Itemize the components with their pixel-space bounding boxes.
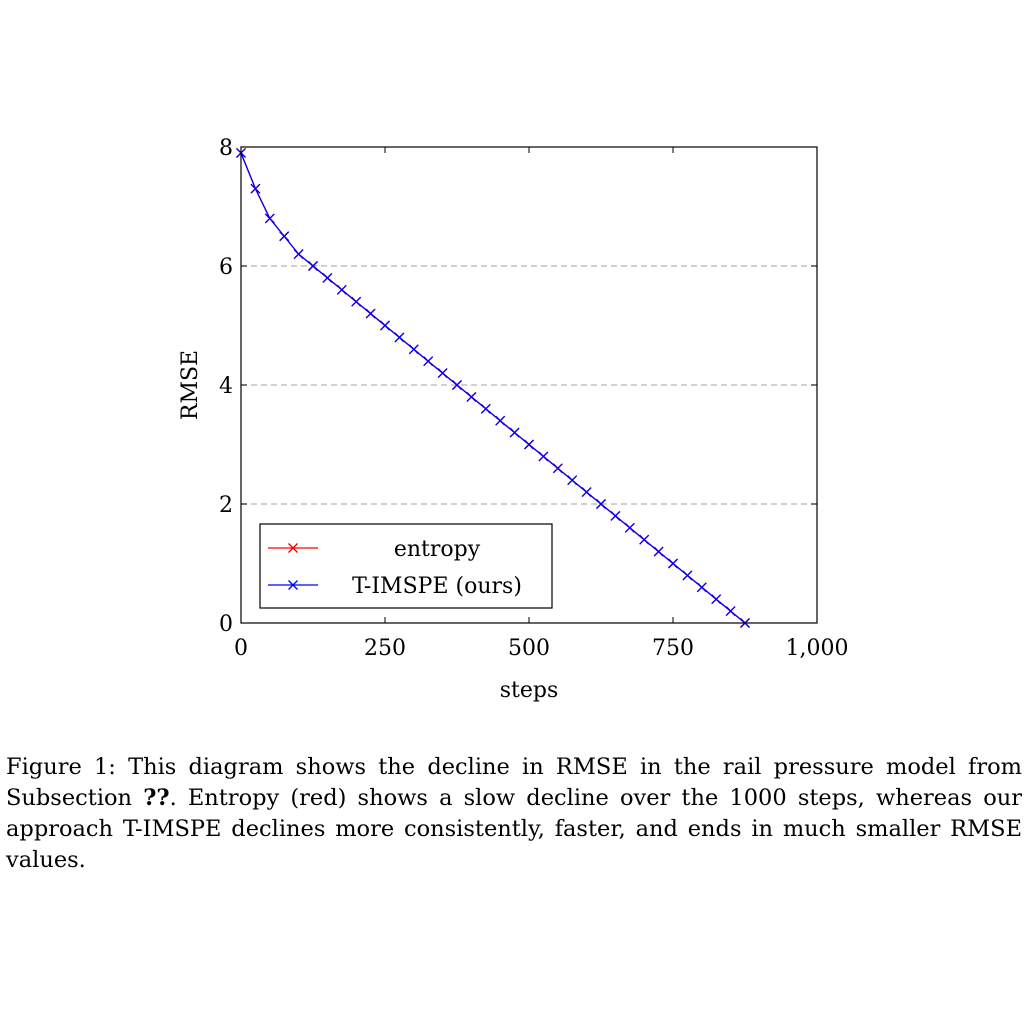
data-point xyxy=(495,415,506,426)
data-point xyxy=(653,546,664,557)
data-point xyxy=(264,213,275,224)
legend-item: entropy xyxy=(268,537,481,562)
data-point xyxy=(380,320,390,331)
x-tick-label: 0 xyxy=(234,636,248,661)
series-layer xyxy=(236,147,750,628)
legend-label: T-IMSPE (ours) xyxy=(352,574,522,599)
data-point xyxy=(408,344,419,355)
legend-item: T-IMSPE (ours) xyxy=(268,574,522,599)
data-point xyxy=(394,332,405,343)
data-point xyxy=(596,499,606,509)
legend-swatch-marker xyxy=(288,543,298,553)
data-point xyxy=(624,522,635,533)
x-axis-label: steps xyxy=(500,678,559,703)
data-point xyxy=(466,391,477,402)
data-point xyxy=(423,356,434,367)
caption-tail: . Entropy (red) shows a slow decline ove… xyxy=(6,785,1022,873)
data-point xyxy=(293,249,304,260)
x-tick-label: 750 xyxy=(652,636,694,661)
y-tick-label: 2 xyxy=(219,493,233,518)
y-axis-label: RMSE xyxy=(178,350,203,420)
legend-box xyxy=(259,523,553,609)
data-point xyxy=(336,284,347,295)
caption-lead: Figure 1: This diagram shows the decline… xyxy=(6,754,1022,811)
data-point xyxy=(509,427,520,438)
rmse-chart: 0 250 500 750 1,000 0 2 4 6 8 steps RMSE entropy… xyxy=(178,136,848,703)
data-point xyxy=(696,582,707,593)
y-tick-label: 8 xyxy=(219,136,233,161)
caption-reference: ?? xyxy=(143,785,170,811)
data-point xyxy=(250,183,261,194)
data-point xyxy=(452,380,462,390)
data-point xyxy=(322,272,333,283)
data-point xyxy=(308,261,318,271)
legend-label: entropy xyxy=(394,537,481,562)
data-point xyxy=(480,403,491,414)
data-point xyxy=(552,463,563,474)
data-point xyxy=(567,475,578,486)
data-point xyxy=(639,534,650,545)
grid-lines xyxy=(241,265,817,505)
y-tick-label: 6 xyxy=(219,255,233,280)
legend: entropy T-IMSPE (ours) xyxy=(259,523,553,609)
data-point xyxy=(581,487,592,498)
data-point xyxy=(437,368,448,379)
figure-caption: Figure 1: This diagram shows the decline… xyxy=(6,752,1022,876)
data-point xyxy=(682,570,693,581)
plot-frame xyxy=(240,146,818,624)
data-point xyxy=(351,296,362,307)
data-point xyxy=(538,451,549,462)
data-point xyxy=(711,594,722,605)
x-tick-label: 250 xyxy=(364,636,406,661)
series-t-imspe-ours xyxy=(236,147,750,628)
data-point xyxy=(610,510,621,521)
y-tick-label: 4 xyxy=(219,374,233,399)
data-point xyxy=(365,308,376,319)
x-tick-label: 500 xyxy=(508,636,550,661)
data-point xyxy=(668,558,678,569)
legend-swatch-marker xyxy=(288,580,298,590)
y-tick-label: 0 xyxy=(219,612,233,637)
x-tick-label: 1,000 xyxy=(786,636,849,661)
data-point xyxy=(524,439,534,450)
data-point xyxy=(279,231,290,242)
data-point xyxy=(725,606,736,617)
y-tick-labels: 0 2 4 6 8 xyxy=(219,136,233,637)
x-tick-labels: 0 250 500 750 1,000 xyxy=(234,636,848,661)
